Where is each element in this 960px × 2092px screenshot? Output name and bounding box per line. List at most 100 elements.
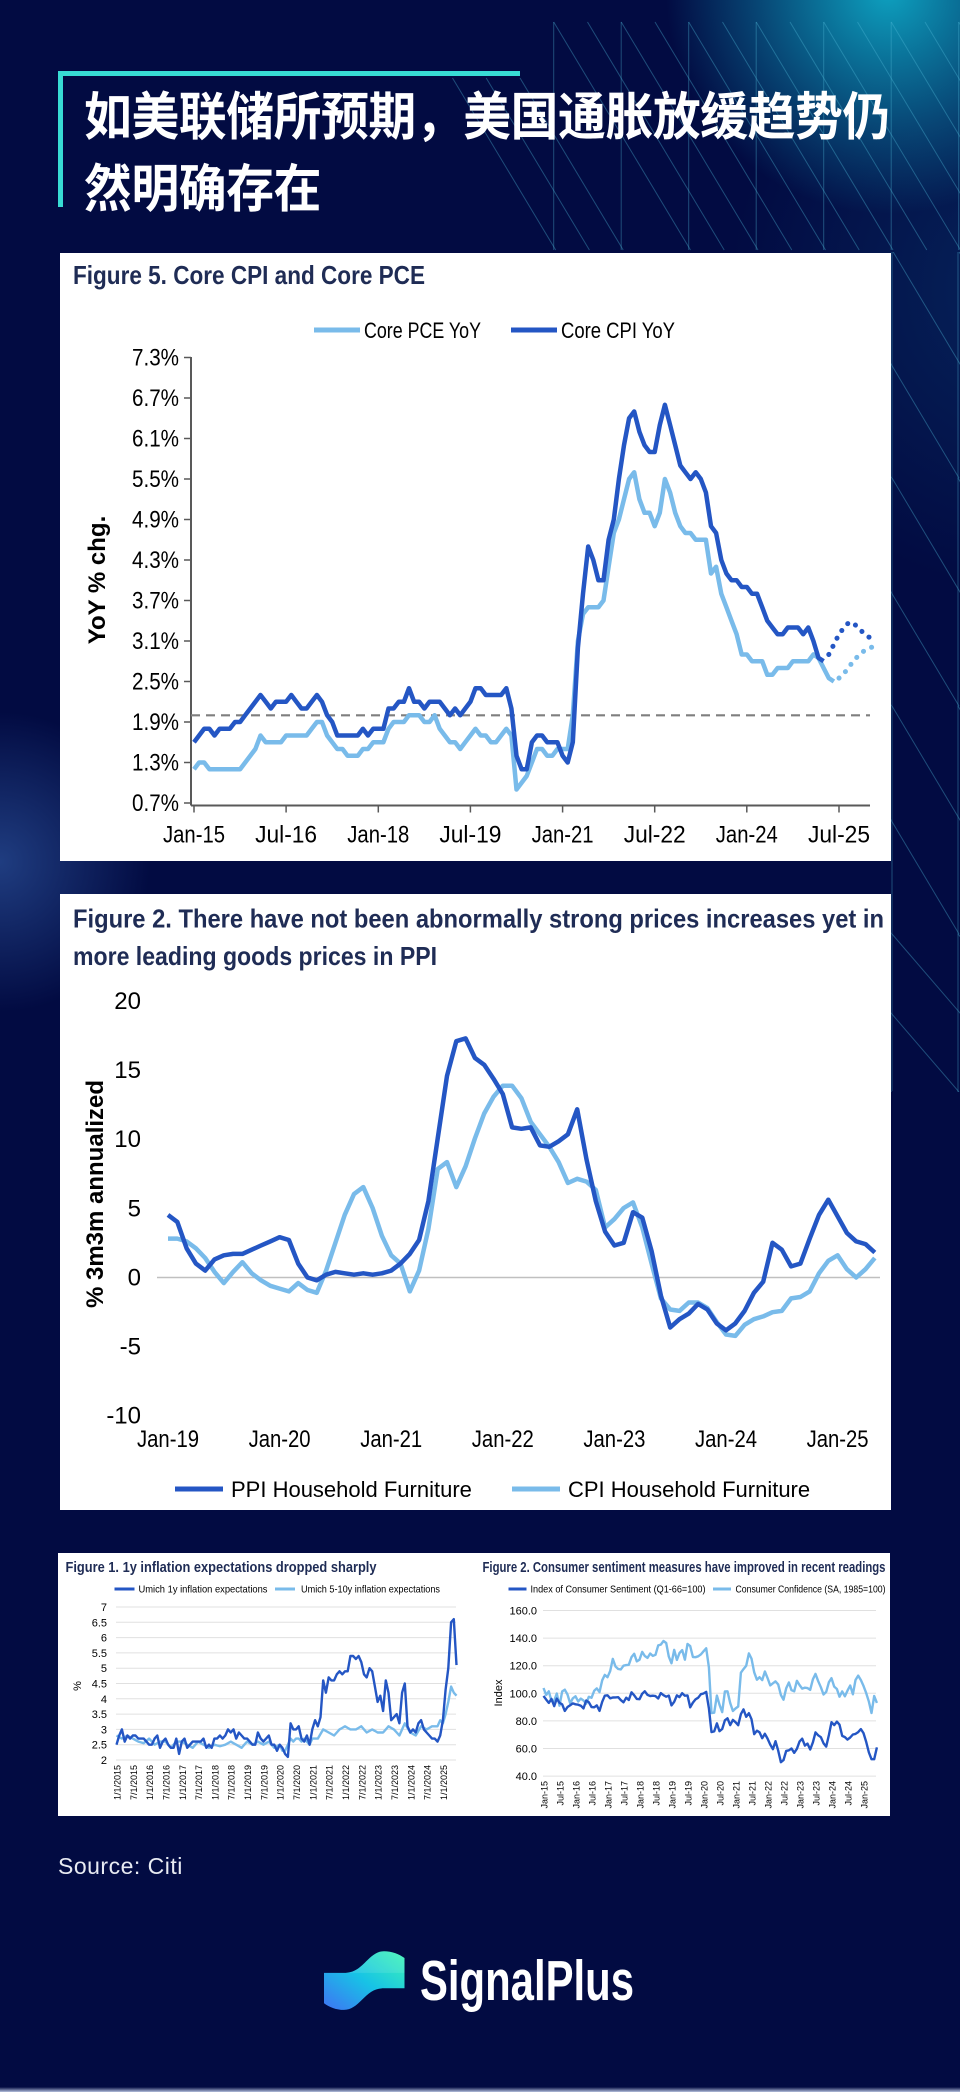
svg-text:Index of Consumer Sentiment (Q: Index of Consumer Sentiment (Q1-66=100) (531, 1584, 706, 1596)
svg-text:7/1/2022: 7/1/2022 (357, 1765, 367, 1800)
svg-text:1/1/2017: 1/1/2017 (178, 1765, 188, 1800)
svg-text:Jan-24: Jan-24 (828, 1781, 838, 1809)
svg-text:7/1/2016: 7/1/2016 (162, 1765, 172, 1800)
svg-text:Jan-15: Jan-15 (540, 1781, 550, 1809)
svg-text:Core PCE YoY: Core PCE YoY (364, 318, 481, 343)
svg-text:Jan-20: Jan-20 (700, 1781, 710, 1809)
svg-text:5.5%: 5.5% (132, 466, 179, 493)
svg-text:Jan-18: Jan-18 (636, 1781, 646, 1809)
svg-text:Figure 2. Consumer sentiment m: Figure 2. Consumer sentiment measures ha… (483, 1560, 886, 1576)
svg-text:4.3%: 4.3% (132, 547, 179, 574)
svg-text:1.9%: 1.9% (132, 709, 179, 736)
svg-text:Jan-23: Jan-23 (583, 1426, 645, 1453)
svg-text:100.0: 100.0 (509, 1688, 537, 1700)
svg-text:Jan-25: Jan-25 (807, 1426, 869, 1453)
svg-text:2.5: 2.5 (92, 1740, 107, 1752)
svg-text:1/1/2019: 1/1/2019 (243, 1765, 253, 1800)
svg-text:more leading goods prices in P: more leading goods prices in PPI (73, 941, 437, 971)
svg-text:7/1/2019: 7/1/2019 (259, 1765, 269, 1800)
svg-text:Jul-22: Jul-22 (780, 1781, 790, 1806)
svg-text:Jan-16: Jan-16 (572, 1781, 582, 1809)
svg-text:Figure 2. There have not been: Figure 2. There have not been abnormally… (73, 904, 884, 934)
svg-text:1/1/2015: 1/1/2015 (113, 1765, 123, 1800)
svg-text:6: 6 (101, 1633, 107, 1645)
svg-text:Jul-15: Jul-15 (556, 1781, 566, 1806)
svg-text:0.7%: 0.7% (132, 790, 179, 817)
svg-text:7/1/2021: 7/1/2021 (325, 1765, 335, 1800)
svg-text:1/1/2022: 1/1/2022 (341, 1765, 351, 1800)
svg-text:Jan-17: Jan-17 (604, 1781, 614, 1809)
svg-text:7: 7 (101, 1602, 107, 1614)
svg-text:Consumer Confidence (SA, 1985=: Consumer Confidence (SA, 1985=100) (736, 1584, 886, 1596)
svg-text:120.0: 120.0 (509, 1661, 537, 1673)
svg-text:Jul-23: Jul-23 (812, 1781, 822, 1806)
svg-text:Jul-18: Jul-18 (652, 1781, 662, 1806)
svg-text:3: 3 (101, 1724, 107, 1736)
svg-text:Figure 5. Core CPI and Core PC: Figure 5. Core CPI and Core PCE (73, 260, 425, 290)
svg-text:1/1/2020: 1/1/2020 (276, 1765, 286, 1800)
svg-text:4.9%: 4.9% (132, 507, 179, 534)
svg-text:7/1/2023: 7/1/2023 (390, 1765, 400, 1800)
svg-text:7/1/2024: 7/1/2024 (423, 1765, 433, 1800)
svg-text:2.5%: 2.5% (132, 669, 179, 696)
svg-text:Jan-18: Jan-18 (347, 822, 409, 849)
svg-text:Core CPI YoY: Core CPI YoY (561, 318, 675, 343)
svg-text:3.7%: 3.7% (132, 588, 179, 615)
svg-text:Jul-19: Jul-19 (439, 822, 501, 849)
svg-text:CPI Household Furniture: CPI Household Furniture (568, 1477, 810, 1502)
svg-text:5: 5 (128, 1195, 141, 1222)
svg-text:0: 0 (128, 1264, 141, 1291)
svg-text:Jul-17: Jul-17 (620, 1781, 630, 1806)
svg-text:Jul-24: Jul-24 (844, 1781, 854, 1806)
svg-text:Jan-24: Jan-24 (716, 822, 778, 849)
svg-text:Jan-25: Jan-25 (860, 1781, 870, 1809)
svg-text:% 3m3m annualized: % 3m3m annualized (82, 1080, 109, 1308)
svg-text:Index: Index (493, 1679, 505, 1706)
svg-text:Jan-15: Jan-15 (163, 822, 225, 849)
svg-text:Jan-21: Jan-21 (532, 822, 594, 849)
svg-text:1/1/2024: 1/1/2024 (406, 1765, 416, 1800)
svg-text:Jul-16: Jul-16 (255, 822, 317, 849)
svg-text:Jan-23: Jan-23 (796, 1781, 806, 1809)
svg-text:Jan-21: Jan-21 (732, 1781, 742, 1809)
svg-text:6.5: 6.5 (92, 1617, 107, 1629)
svg-text:Jan-20: Jan-20 (249, 1426, 311, 1453)
svg-text:Figure 1. 1y inflation expecta: Figure 1. 1y inflation expectations drop… (66, 1560, 377, 1576)
svg-text:10: 10 (114, 1126, 141, 1153)
svg-text:20: 20 (114, 988, 141, 1015)
svg-text:7.3%: 7.3% (132, 345, 179, 372)
svg-text:Umich 5-10y inflation expectat: Umich 5-10y inflation expectations (301, 1584, 440, 1596)
svg-text:1/1/2021: 1/1/2021 (308, 1765, 318, 1800)
svg-text:%: % (72, 1681, 84, 1691)
svg-text:Jul-22: Jul-22 (624, 822, 686, 849)
svg-text:YoY % chg.: YoY % chg. (84, 516, 111, 644)
svg-text:Jul-20: Jul-20 (716, 1781, 726, 1806)
svg-text:Jan-24: Jan-24 (695, 1426, 757, 1453)
svg-text:80.0: 80.0 (516, 1716, 537, 1728)
svg-text:4: 4 (101, 1694, 107, 1706)
svg-text:Jan-21: Jan-21 (360, 1426, 422, 1453)
svg-text:PPI Household Furniture: PPI Household Furniture (231, 1477, 472, 1502)
svg-text:Jul-25: Jul-25 (808, 822, 870, 849)
svg-text:Jul-21: Jul-21 (748, 1781, 758, 1806)
svg-text:7/1/2018: 7/1/2018 (227, 1765, 237, 1800)
svg-text:-10: -10 (106, 1403, 141, 1430)
svg-text:Umich 1y inflation expectation: Umich 1y inflation expectations (139, 1584, 268, 1596)
svg-text:1.3%: 1.3% (132, 750, 179, 777)
svg-text:SignalPlus: SignalPlus (420, 1949, 634, 2012)
svg-text:15: 15 (114, 1057, 141, 1084)
svg-text:1/1/2025: 1/1/2025 (439, 1765, 449, 1800)
svg-text:140.0: 140.0 (509, 1633, 537, 1645)
svg-text:Jan-19: Jan-19 (668, 1781, 678, 1809)
svg-text:5: 5 (101, 1663, 107, 1675)
svg-text:3.5: 3.5 (92, 1709, 107, 1721)
svg-text:1/1/2023: 1/1/2023 (374, 1765, 384, 1800)
svg-text:160.0: 160.0 (509, 1606, 537, 1618)
svg-text:7/1/2017: 7/1/2017 (194, 1765, 204, 1800)
svg-text:3.1%: 3.1% (132, 628, 179, 655)
svg-text:6.7%: 6.7% (132, 385, 179, 412)
svg-text:60.0: 60.0 (516, 1744, 537, 1756)
svg-text:6.1%: 6.1% (132, 426, 179, 453)
svg-text:7/1/2020: 7/1/2020 (292, 1765, 302, 1800)
svg-text:7/1/2015: 7/1/2015 (129, 1765, 139, 1800)
